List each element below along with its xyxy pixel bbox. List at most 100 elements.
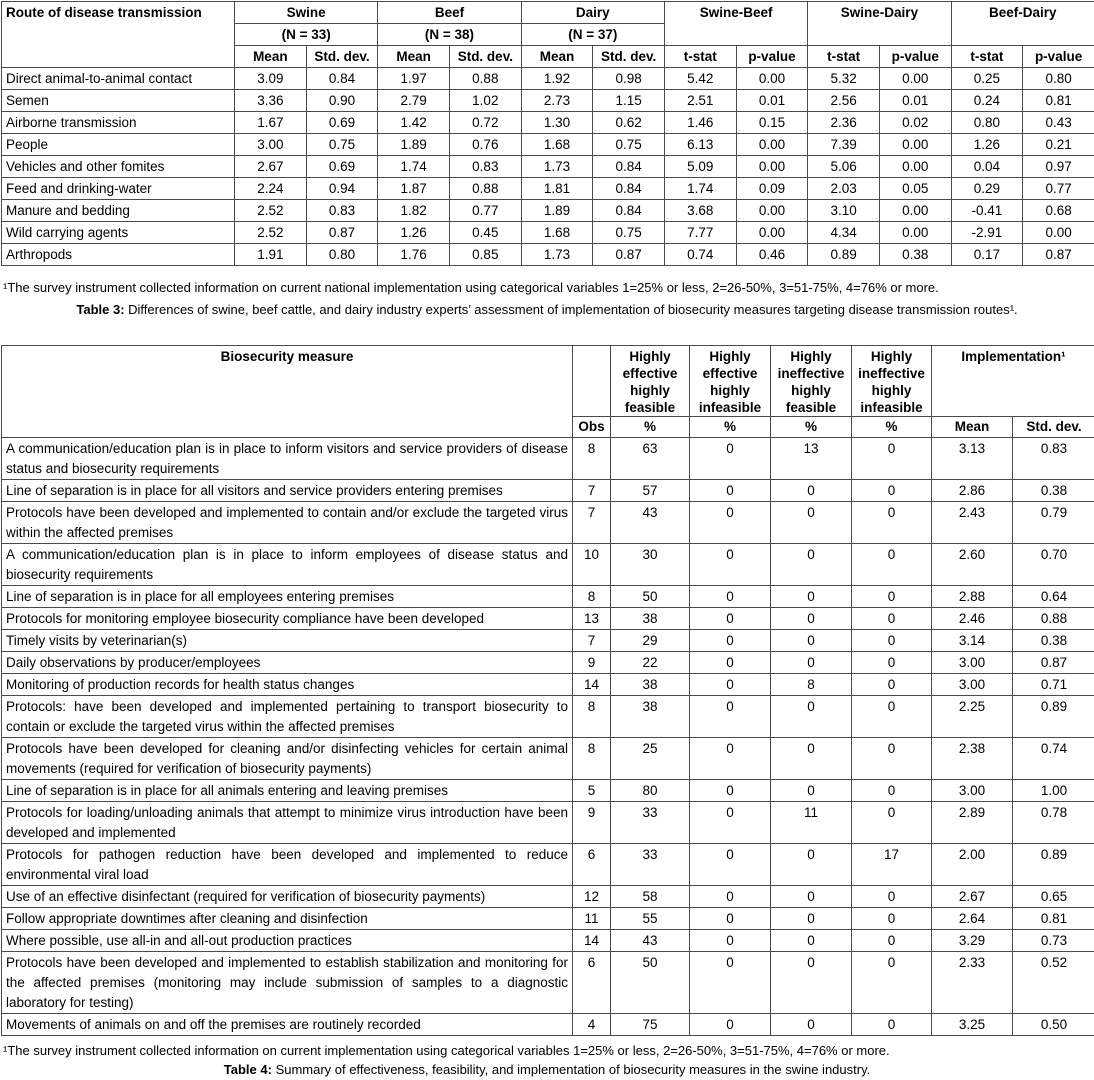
value-cell: 0.87: [305, 221, 379, 244]
table3-header: Route of disease transmission Swine Beef…: [1, 1, 1094, 68]
value-cell: 0.90: [305, 89, 379, 112]
value-cell: 1.97: [377, 67, 450, 90]
value-cell: 0.00: [1022, 221, 1094, 244]
mean-cell: 3.00: [931, 673, 1013, 696]
value-cell: 0.17: [950, 243, 1024, 266]
value-cell: 7.39: [807, 133, 880, 156]
value-cell: 2.24: [234, 177, 307, 200]
mean-cell: 2.33: [931, 951, 1013, 1014]
pct-cell: 0: [689, 843, 771, 886]
transmission-routes-table: Route of disease transmission Swine Beef…: [1, 1, 1094, 266]
pct-cell: 38: [610, 695, 690, 738]
pct-cell: 57: [610, 479, 690, 502]
table4-caption: Table 4: Summary of effectiveness, feasi…: [0, 1062, 1094, 1078]
obs-cell: 8: [572, 437, 611, 480]
value-cell: 2.79: [377, 89, 450, 112]
pct-cell: 0: [689, 673, 771, 696]
pct-cell: 11: [770, 801, 852, 844]
table3-footnote: ¹The survey instrument collected informa…: [3, 280, 939, 295]
group-header-dairy: Dairy: [520, 1, 665, 24]
value-cell: 0.04: [950, 155, 1024, 178]
table-row: Airborne transmission 1.67 0.69 1.42 0.7…: [1, 111, 1094, 134]
pct-column-header: %: [610, 416, 690, 438]
group-header-swine-dairy: Swine-Dairy: [807, 1, 952, 46]
table4-caption-text: Summary of effectiveness, feasibility, a…: [275, 1062, 871, 1077]
table-row: People 3.00 0.75 1.89 0.76 1.68 0.75 6.1…: [1, 133, 1094, 156]
obs-cell: 9: [572, 651, 611, 674]
table-row: Arthropods 1.91 0.80 1.76 0.85 1.73 0.87…: [1, 243, 1094, 266]
value-cell: 1.67: [234, 111, 307, 134]
obs-cell: 11: [572, 907, 611, 930]
obs-cell: 6: [572, 951, 611, 1014]
stat-col-header: p-value: [878, 45, 952, 68]
pct-cell: 0: [689, 929, 771, 952]
table-row: Protocols for monitoring employee biosec…: [1, 607, 1094, 630]
value-cell: 1.42: [377, 111, 450, 134]
value-cell: 0.75: [305, 133, 379, 156]
pct-cell: 30: [610, 543, 690, 586]
value-cell: 0.88: [448, 67, 522, 90]
pct-cell: 0: [689, 607, 771, 630]
obs-cell: 5: [572, 779, 611, 802]
pct-cell: 50: [610, 585, 690, 608]
value-cell: 0.77: [1022, 177, 1094, 200]
value-cell: 0.00: [735, 67, 809, 90]
value-cell: 5.32: [807, 67, 880, 90]
category-header-row: Biosecurity measure Highly effective hig…: [1, 345, 1094, 438]
value-cell: 2.03: [807, 177, 880, 200]
value-cell: 0.00: [735, 133, 809, 156]
value-cell: 0.21: [1022, 133, 1094, 156]
stat-col-header: p-value: [735, 45, 809, 68]
pct-cell: 0: [851, 479, 932, 502]
value-cell: 3.10: [807, 199, 880, 222]
value-cell: 5.42: [663, 67, 737, 90]
mean-cell: 3.14: [931, 629, 1013, 652]
pct-cell: 0: [770, 479, 852, 502]
pct-cell: 0: [689, 885, 771, 908]
value-cell: 0.00: [735, 199, 809, 222]
stddev-cell: 0.52: [1011, 951, 1094, 1014]
mean-cell: 2.89: [931, 801, 1013, 844]
obs-cell: 8: [572, 737, 611, 780]
value-cell: 1.89: [377, 133, 450, 156]
value-cell: 0.97: [1022, 155, 1094, 178]
value-cell: 0.84: [592, 155, 665, 178]
obs-cell: 4: [572, 1013, 611, 1036]
value-cell: 0.09: [735, 177, 809, 200]
pct-cell: 0: [770, 907, 852, 930]
measure-label-cell: Where possible, use all-in and all-out p…: [1, 929, 573, 952]
value-cell: 1.68: [520, 133, 594, 156]
value-cell: 2.52: [234, 221, 307, 244]
value-cell: 1.92: [520, 67, 594, 90]
route-label-cell: Semen: [1, 89, 235, 112]
group-header-swine-beef: Swine-Beef: [663, 1, 809, 46]
pct-cell: 0: [770, 1013, 852, 1036]
measure-label-cell: Line of separation is in place for all v…: [1, 479, 573, 502]
stddev-cell: 1.00: [1011, 779, 1094, 802]
value-cell: 1.82: [377, 199, 450, 222]
table-row: Where possible, use all-in and all-out p…: [1, 929, 1094, 952]
value-cell: 0.88: [448, 177, 522, 200]
stddev-cell: 0.83: [1011, 437, 1094, 480]
value-cell: 0.85: [448, 243, 522, 266]
table-row: Line of separation is in place for all a…: [1, 779, 1094, 802]
value-cell: -2.91: [950, 221, 1024, 244]
value-cell: 1.74: [663, 177, 737, 200]
value-cell: 0.83: [305, 199, 379, 222]
mean-cell: 2.38: [931, 737, 1013, 780]
obs-cell: 9: [572, 801, 611, 844]
value-cell: 1.73: [520, 243, 594, 266]
table4-footnote: ¹The survey instrument collected informa…: [3, 1043, 890, 1058]
pct-cell: 0: [689, 695, 771, 738]
value-cell: 0.00: [735, 221, 809, 244]
pct-cell: 0: [770, 607, 852, 630]
route-label-cell: People: [1, 133, 235, 156]
measure-label-cell: Protocols have been developed and implem…: [1, 501, 573, 544]
mean-cell: 2.00: [931, 843, 1013, 886]
pct-cell: 0: [689, 1013, 771, 1036]
pct-cell: 0: [851, 801, 932, 844]
measure-label-cell: A communication/education plan is in pla…: [1, 437, 573, 480]
measure-label-cell: Line of separation is in place for all e…: [1, 585, 573, 608]
table-row: Timely visits by veterinarian(s) 7 29 0 …: [1, 629, 1094, 652]
